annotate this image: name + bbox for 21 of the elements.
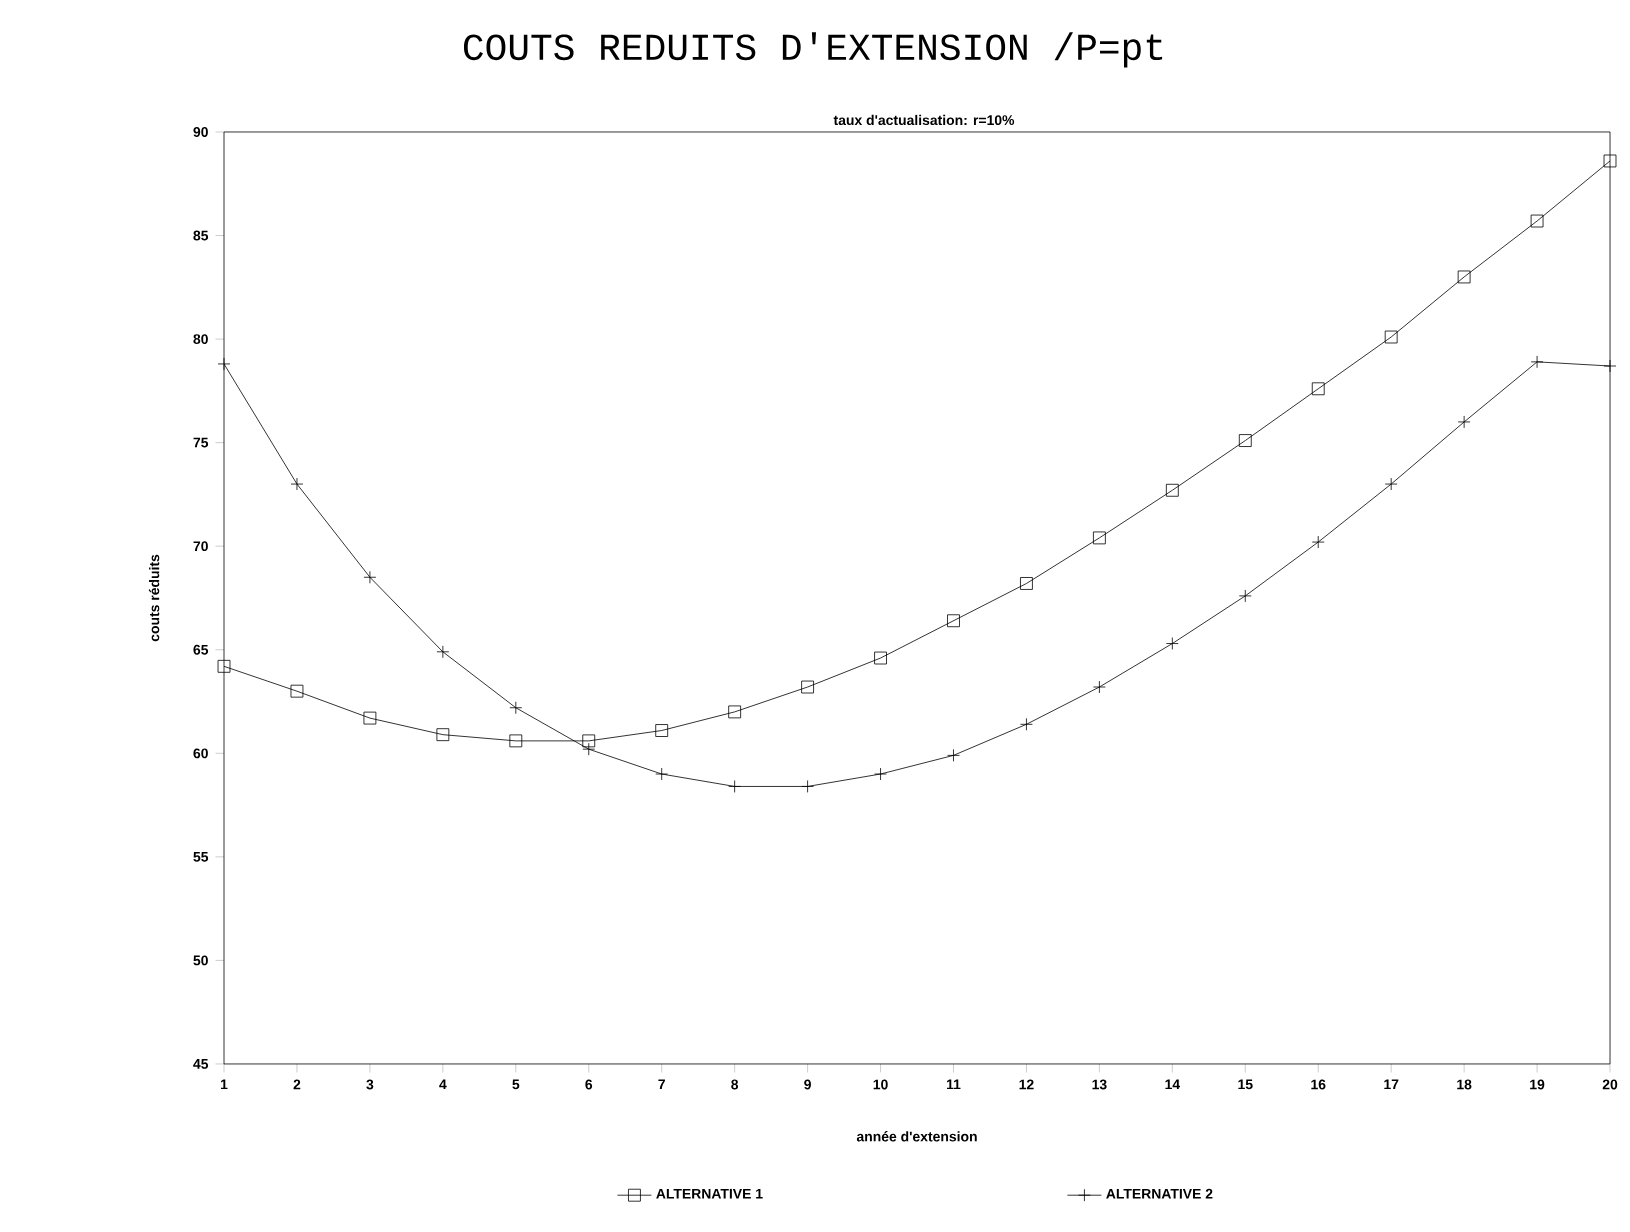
point [1020, 577, 1033, 590]
point [1384, 330, 1398, 344]
point [582, 734, 596, 748]
point [801, 680, 814, 694]
chart-title: COUTS REDUITS D'EXTENSION /P=pt [463, 32, 1163, 68]
point [1093, 531, 1106, 545]
point [655, 724, 669, 737]
point [1238, 434, 1252, 447]
point [1165, 483, 1179, 497]
point [436, 728, 450, 742]
point [874, 651, 887, 665]
point [1603, 154, 1617, 168]
point [290, 684, 304, 698]
point [1457, 270, 1471, 284]
point [1311, 382, 1325, 396]
point [509, 734, 523, 748]
point [363, 711, 377, 725]
point [217, 659, 231, 673]
point [728, 705, 742, 719]
point [1530, 214, 1544, 228]
point [947, 614, 960, 628]
